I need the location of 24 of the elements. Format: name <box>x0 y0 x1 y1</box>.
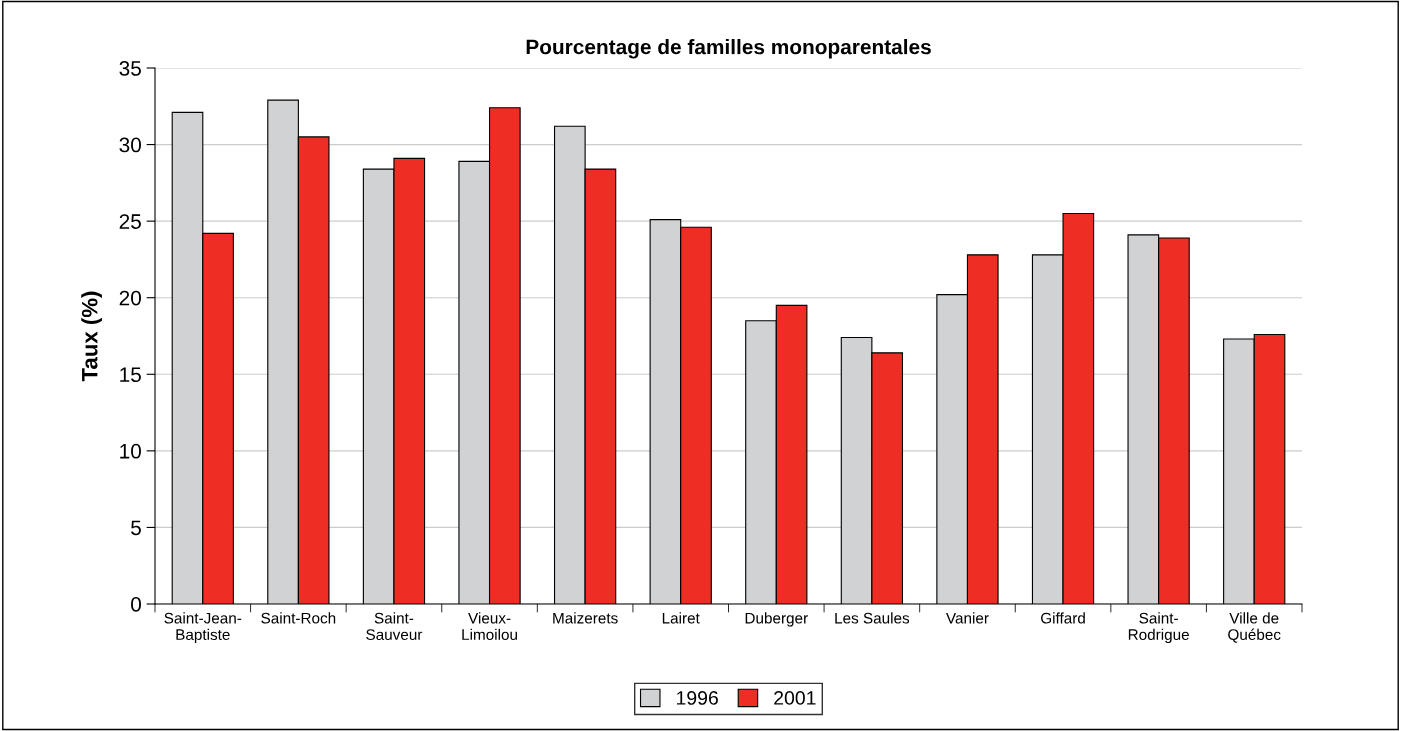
x-tick-label: Lairet <box>662 612 700 624</box>
y-tick-label: 10 <box>120 443 141 459</box>
x-tick-label: Saint-Roch <box>261 612 336 624</box>
y-tick-label: 35 <box>119 61 141 76</box>
legend-label: 1996 <box>677 691 718 705</box>
x-tick-label: Duberger <box>745 612 808 627</box>
y-tick-label: 30 <box>119 137 141 153</box>
x-tick-label: Maizerets <box>553 612 618 624</box>
x-tick-label: Les Saules <box>835 612 910 624</box>
x-tick-label: Vanier <box>946 612 989 624</box>
x-tick-label: Saint- Sauveur <box>366 612 423 641</box>
y-tick-label: 15 <box>120 367 141 383</box>
y-axis-title: Taux (%) <box>81 291 102 382</box>
y-tick-label: 25 <box>119 214 141 229</box>
x-tick-label: Giffard <box>1041 612 1085 624</box>
y-tick-label: 0 <box>131 597 141 612</box>
legend-label: 2001 <box>774 691 816 705</box>
chart-title: Pourcentage de familles monoparentales <box>526 39 931 59</box>
y-tick-label: 20 <box>119 290 141 306</box>
x-tick-label: Saint- Rodrigue <box>1128 612 1189 644</box>
x-tick-label: Ville de Québec <box>1228 612 1281 643</box>
y-tick-label: 5 <box>131 520 141 536</box>
x-tick-label: Saint-Jean- Baptiste <box>164 612 242 644</box>
x-tick-label: Vieux- Limoilou <box>462 612 517 641</box>
